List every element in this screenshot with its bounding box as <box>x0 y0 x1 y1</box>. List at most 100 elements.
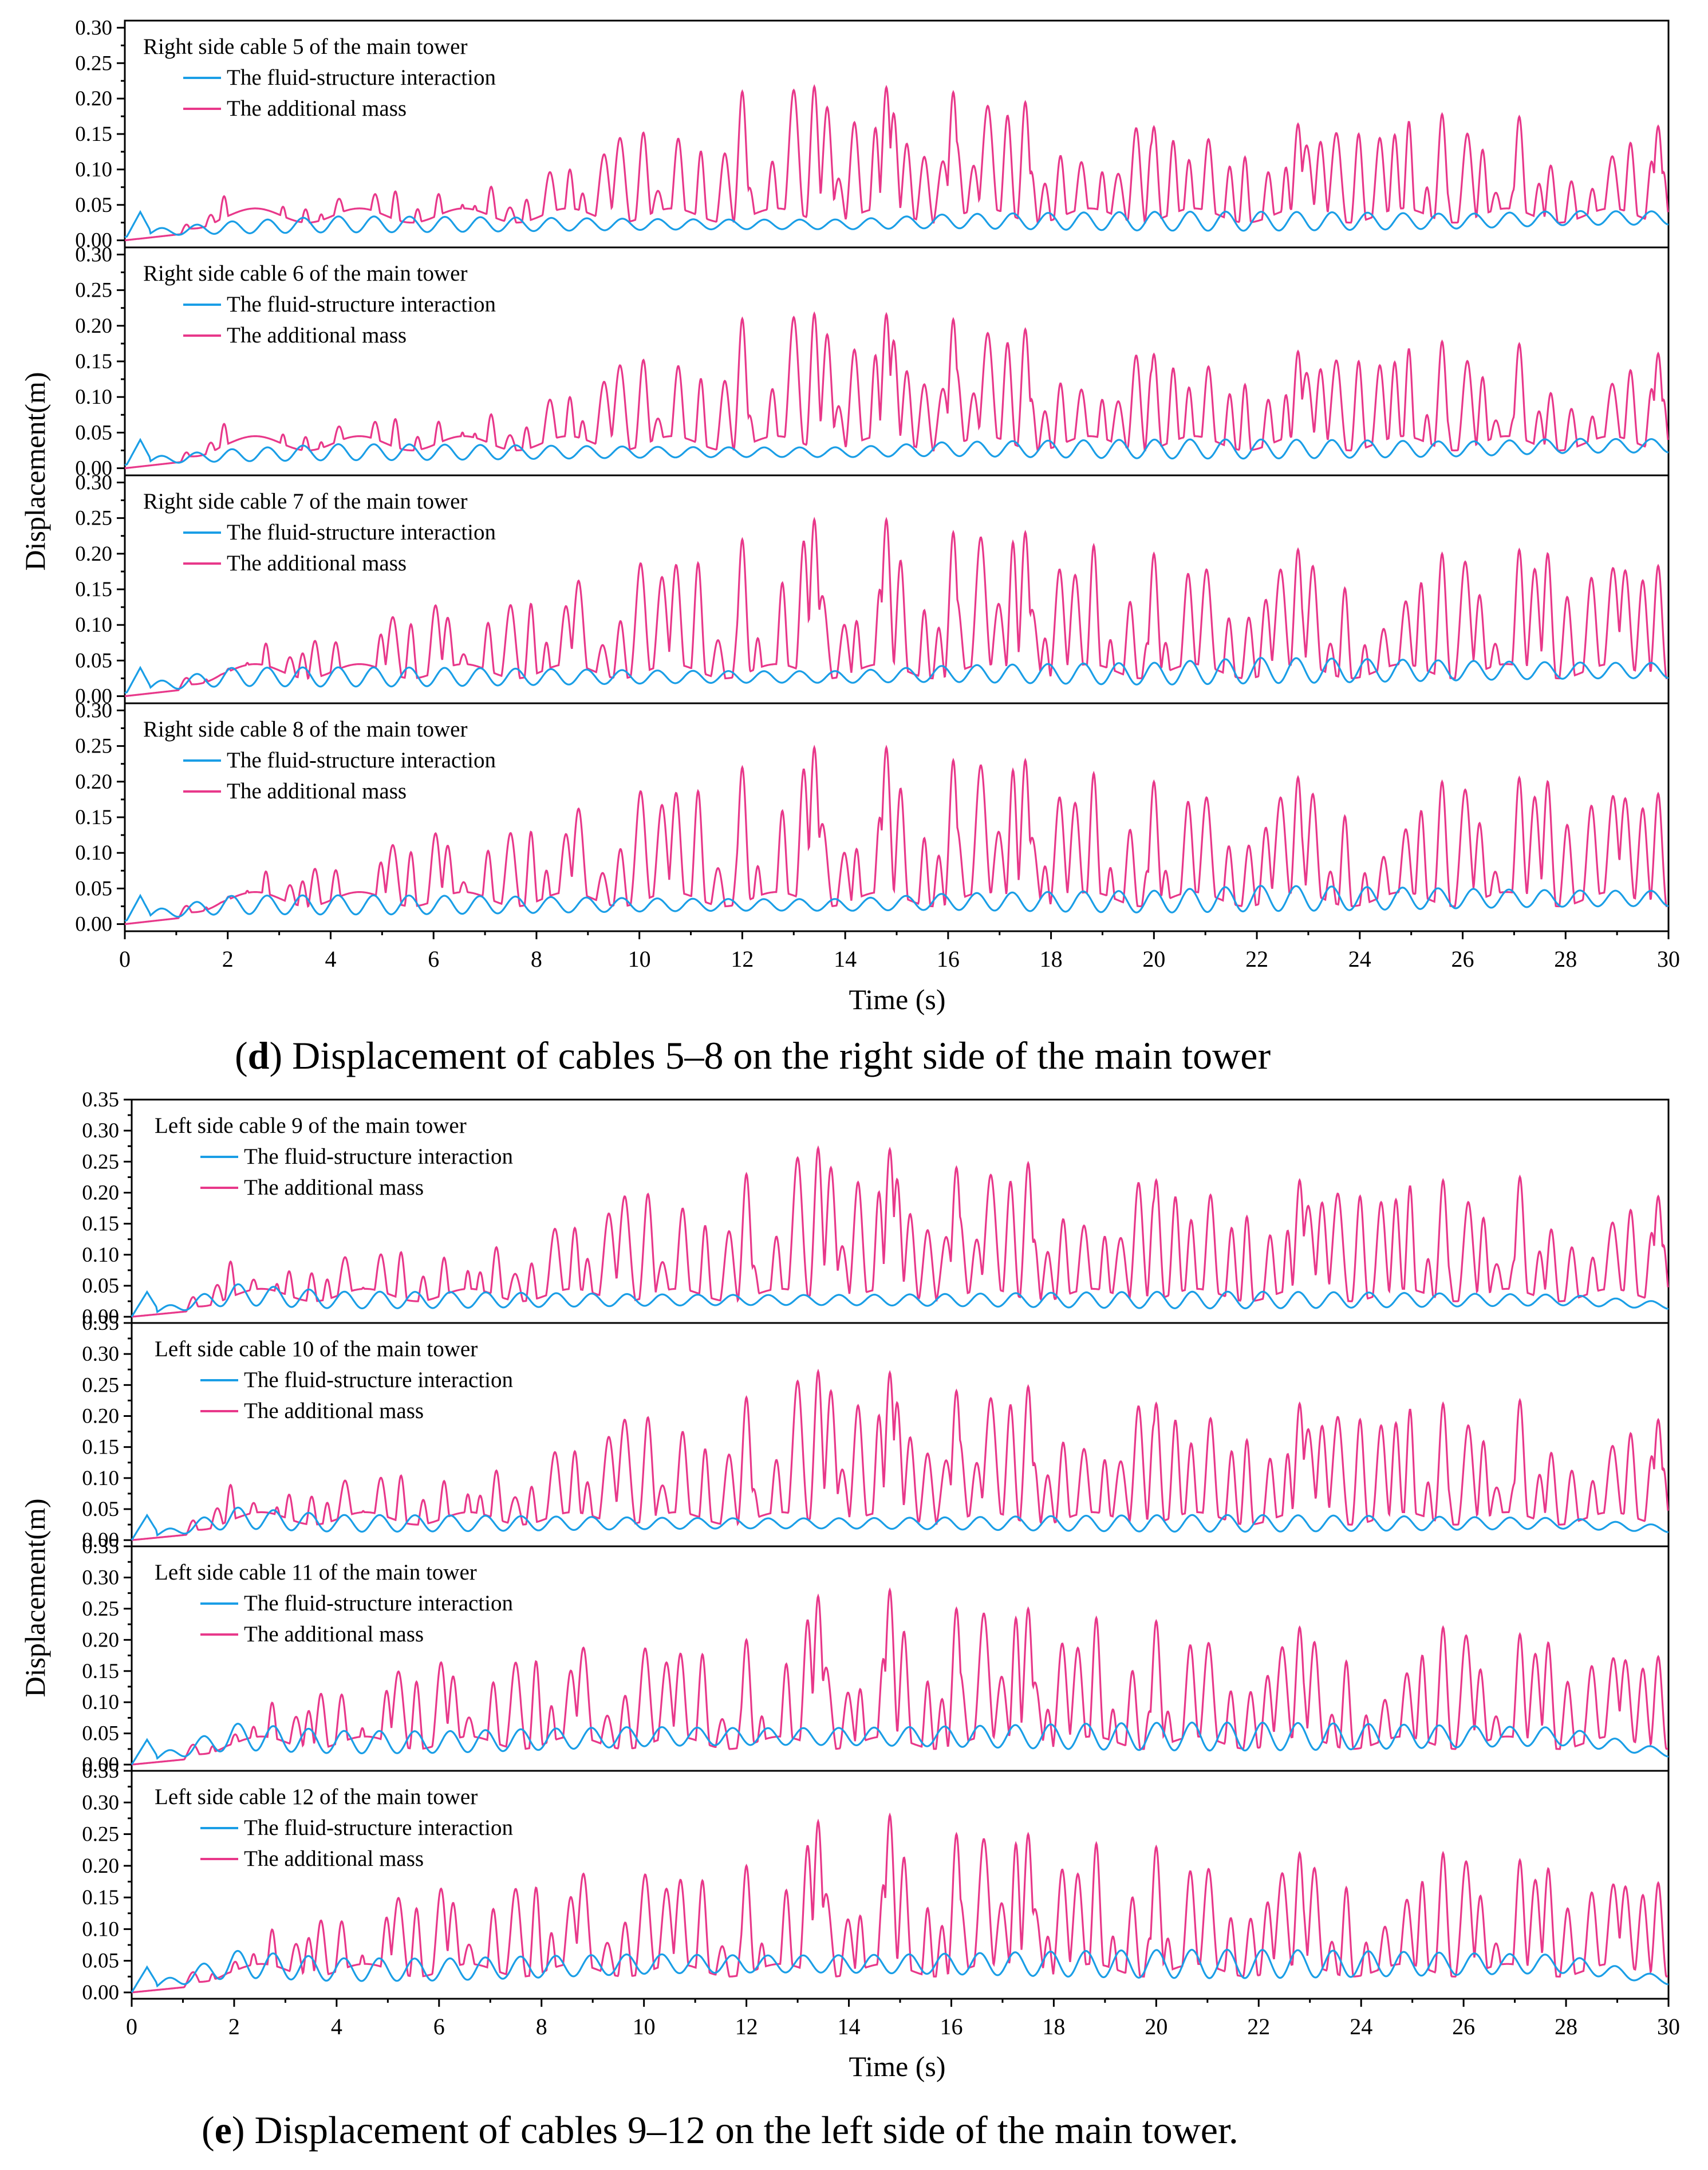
x-tick-label: 24 <box>1348 946 1371 972</box>
figure-e-ylabel: Displacement(m) <box>19 1498 51 1697</box>
y-tick-label: 0.00 <box>82 1753 119 1777</box>
series-fsi-line <box>131 1722 1669 1765</box>
x-tick-label: 26 <box>1452 2014 1475 2039</box>
series-additional-mass-line <box>124 84 1669 242</box>
legend-fsi-label: The fluid-structure interaction <box>244 1144 513 1169</box>
y-tick-label: 0.10 <box>75 613 112 637</box>
y-tick-label: 0.25 <box>75 52 112 75</box>
panel-title: Right side cable 5 of the main tower <box>143 34 467 59</box>
y-tick-label: 0.10 <box>75 841 112 865</box>
y-tick-label: 0.30 <box>75 243 112 266</box>
figure-e-caption-text: ) Displacement of cables 9–12 on the lef… <box>232 2108 1238 2152</box>
panel-4: 0.00 0.05 0.10 0.15 0.20 0.25 0.30 0.35 Left sid… <box>82 1759 1670 2004</box>
x-tick-label: 2 <box>222 946 234 972</box>
legend-additional-mass-label: The additional mass <box>227 551 407 576</box>
x-tick-label: 14 <box>834 946 857 972</box>
series-fsi-line <box>131 1506 1669 1541</box>
y-tick-label: 0.15 <box>82 1886 119 1909</box>
x-tick-label: 18 <box>1040 946 1063 972</box>
x-tick-label: 26 <box>1451 946 1474 972</box>
y-tick-label: 0.05 <box>75 421 112 444</box>
legend-fsi-label: The fluid-structure interaction <box>227 65 496 90</box>
y-tick-label: 0.30 <box>75 699 112 722</box>
legend-additional-mass-label: The additional mass <box>227 323 407 348</box>
series-fsi-line <box>124 210 1669 238</box>
y-tick-label: 0.10 <box>82 1467 119 1490</box>
figure-d-xlabel: Time (s) <box>849 983 945 1015</box>
y-tick-label: 0.20 <box>82 1854 119 1878</box>
panel-title: Left side cable 12 of the main tower <box>155 1785 478 1809</box>
x-tick-label: 16 <box>940 2014 963 2039</box>
y-tick-label: 0.30 <box>82 1791 119 1814</box>
legend-additional-mass-label: The additional mass <box>244 1846 424 1871</box>
y-tick-label: 0.15 <box>75 578 112 601</box>
y-tick-label: 0.30 <box>75 471 112 494</box>
x-tick-label: 30 <box>1657 2014 1680 2039</box>
y-tick-label: 0.05 <box>75 877 112 900</box>
x-tick-label: 10 <box>633 2014 656 2039</box>
x-tick-label: 18 <box>1042 2014 1065 2039</box>
y-tick-label: 0.05 <box>82 1950 119 1973</box>
x-tick-label: 10 <box>628 946 651 972</box>
y-tick-label: 0.10 <box>82 1243 119 1267</box>
x-tick-label: 0 <box>119 946 131 972</box>
x-tick-label: 20 <box>1145 2014 1167 2039</box>
y-tick-label: 0.25 <box>75 735 112 758</box>
y-tick-label: 0.05 <box>75 194 112 217</box>
panel-title: Left side cable 10 of the main tower <box>155 1337 478 1361</box>
y-tick-label: 0.25 <box>82 1373 119 1397</box>
x-tick-label: 20 <box>1142 946 1165 972</box>
figure-e-xlabel: Time (s) <box>849 2050 945 2082</box>
figure-d-ylabel: Displacement(m) <box>19 372 51 570</box>
series-fsi-line <box>124 656 1669 694</box>
y-tick-label: 0.20 <box>75 314 112 338</box>
series-additional-mass-line <box>131 1145 1669 1318</box>
series-additional-mass-line <box>131 1587 1668 1766</box>
legend-additional-mass-label: The additional mass <box>244 1622 424 1647</box>
panel-2: 0.00 0.05 0.10 0.15 0.20 0.25 0.30 Right side c… <box>75 243 1670 481</box>
y-tick-label: 0.35 <box>82 1535 119 1558</box>
legend-fsi-label: The fluid-structure interaction <box>244 1368 513 1392</box>
x-tick-label: 28 <box>1554 946 1577 972</box>
y-tick-label: 0.25 <box>82 1150 119 1173</box>
y-tick-label: 0.05 <box>82 1498 119 1521</box>
panel-title: Left side cable 11 of the main tower <box>155 1560 477 1585</box>
y-tick-label: 0.00 <box>82 1305 119 1329</box>
series-additional-mass-line <box>132 1812 1668 1994</box>
series-additional-mass-line <box>124 311 1669 470</box>
panel-1: 0.00 0.05 0.10 0.15 0.20 0.25 0.30 0.35 Left sid… <box>82 1088 1670 1329</box>
y-tick-label: 0.10 <box>82 1917 119 1941</box>
y-tick-label: 0.00 <box>75 457 112 481</box>
x-tick-label: 24 <box>1350 2014 1372 2039</box>
y-tick-label: 0.30 <box>82 1119 119 1143</box>
y-tick-label: 0.00 <box>82 1529 119 1552</box>
series-fsi-line <box>124 885 1669 922</box>
y-tick-label: 0.25 <box>82 1597 119 1621</box>
x-tick-label: 30 <box>1657 946 1680 972</box>
x-tick-label: 22 <box>1247 2014 1270 2039</box>
panel-3: 0.00 0.05 0.10 0.15 0.20 0.25 0.30 0.35 Left sid… <box>82 1535 1670 1777</box>
panel-2: 0.00 0.05 0.10 0.15 0.20 0.25 0.30 0.35 Left sid… <box>82 1312 1670 1552</box>
y-tick-label: 0.25 <box>75 279 112 302</box>
x-tick-label: 8 <box>536 2014 547 2039</box>
y-tick-label: 0.00 <box>82 1981 119 2004</box>
y-tick-label: 0.00 <box>75 685 112 708</box>
figure-d-caption: (d) Displacement of cables 5–8 on the ri… <box>235 1034 1271 1077</box>
y-tick-label: 0.20 <box>82 1405 119 1428</box>
y-tick-label: 0.35 <box>82 1088 119 1112</box>
y-tick-label: 0.20 <box>82 1628 119 1652</box>
y-tick-label: 0.20 <box>82 1182 119 1205</box>
y-tick-label: 0.15 <box>82 1212 119 1236</box>
panel-title: Right side cable 6 of the main tower <box>143 261 467 286</box>
legend-additional-mass-label: The additional mass <box>227 779 407 804</box>
panel-1: 0.00 0.05 0.10 0.15 0.20 0.25 0.30 Right side c… <box>75 16 1670 253</box>
x-tick-label: 6 <box>428 946 439 972</box>
figure-d-caption-text: ) Displacement of cables 5–8 on the righ… <box>269 1034 1271 1077</box>
figure-d-caption-letter: d <box>248 1034 270 1077</box>
series-additional-mass-line <box>124 745 1668 926</box>
legend-fsi-label: The fluid-structure interaction <box>227 292 496 317</box>
figure-e-caption: (e) Displacement of cables 9–12 on the l… <box>202 2108 1238 2152</box>
series-fsi-line <box>131 1948 1669 1993</box>
y-tick-label: 0.05 <box>82 1274 119 1298</box>
y-tick-label: 0.00 <box>75 229 112 253</box>
